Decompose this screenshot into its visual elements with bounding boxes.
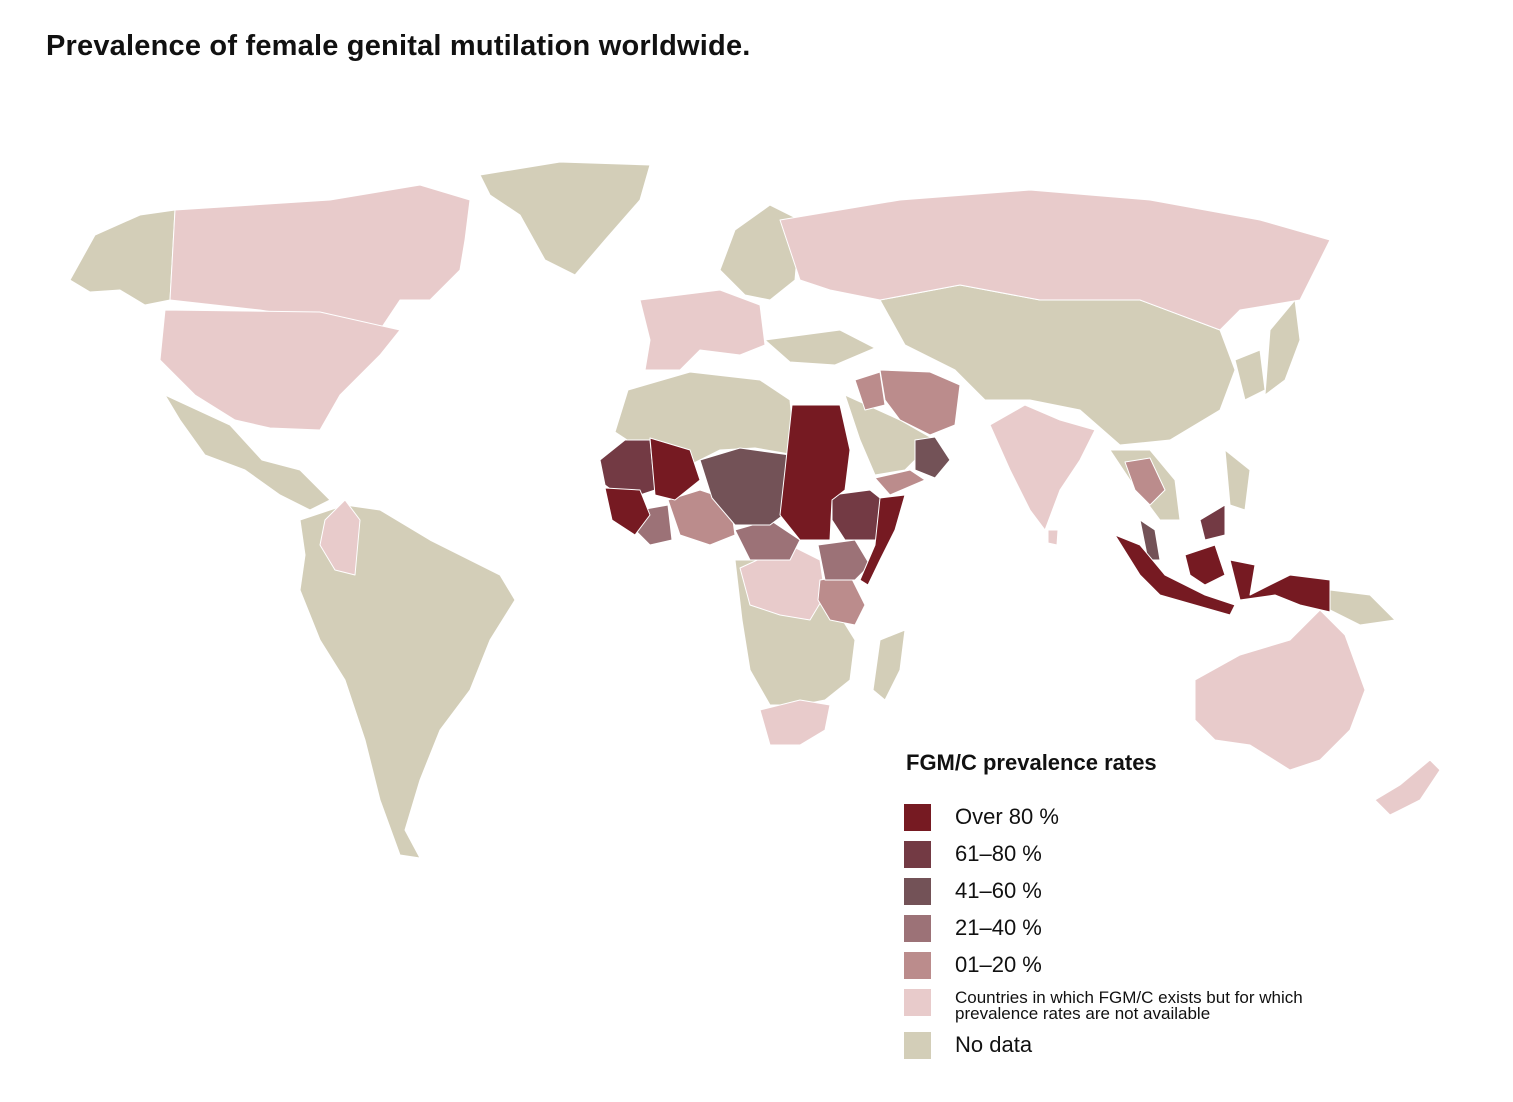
indonesia-borneo-south bbox=[1184, 544, 1226, 586]
legend-swatch bbox=[904, 915, 931, 942]
philippines bbox=[1224, 449, 1251, 511]
usa bbox=[159, 309, 401, 431]
legend-title: FGM/C prevalence rates bbox=[906, 750, 1157, 775]
legend-item-61-80: 61–80 % bbox=[904, 841, 1464, 868]
malaysia-peninsula bbox=[1139, 519, 1161, 561]
colombia bbox=[319, 499, 361, 576]
legend-label: No data bbox=[955, 1032, 1033, 1057]
legend-item-41-60: 41–60 % bbox=[904, 878, 1464, 905]
map-legend: FGM/C prevalence rates Over 80 % 61–80 %… bbox=[904, 750, 1464, 1069]
south-america bbox=[299, 504, 516, 859]
canada bbox=[169, 184, 471, 331]
legend-label: 41–60 % bbox=[955, 878, 1042, 903]
legend-swatch bbox=[904, 1032, 931, 1059]
indonesia-sulawesi-papua bbox=[1229, 559, 1331, 613]
range-over-80-regions bbox=[604, 404, 1331, 616]
sri-lanka bbox=[1047, 529, 1059, 546]
legend-item-01-20: 01–20 % bbox=[904, 952, 1464, 979]
borneo-north bbox=[1199, 504, 1226, 541]
iran bbox=[879, 369, 961, 436]
japan bbox=[1264, 299, 1301, 396]
legend-swatch bbox=[904, 841, 931, 868]
legend-swatch bbox=[904, 804, 931, 831]
madagascar bbox=[872, 629, 906, 701]
legend-item-exists-no-rate: Countries in which FGM/C exists but for … bbox=[904, 989, 1464, 1022]
legend-label: 21–40 % bbox=[955, 915, 1042, 940]
legend-item-21-40: 21–40 % bbox=[904, 915, 1464, 942]
mexico-central-america bbox=[164, 394, 331, 511]
kenya-uganda bbox=[817, 539, 871, 581]
turkey-europe-east bbox=[764, 329, 876, 366]
legend-swatch bbox=[904, 989, 931, 1016]
legend-label: Over 80 % bbox=[955, 804, 1059, 829]
niger-chad bbox=[699, 447, 791, 526]
south-africa bbox=[759, 699, 831, 746]
legend-label: 01–20 % bbox=[955, 952, 1042, 977]
greenland bbox=[479, 161, 651, 276]
somalia-djibouti-eritrea bbox=[859, 494, 906, 586]
iraq bbox=[854, 371, 886, 411]
mongolia-korea bbox=[1234, 349, 1266, 401]
range-41-60-regions bbox=[699, 436, 1161, 561]
western-europe bbox=[639, 289, 766, 371]
range-01-20-regions bbox=[667, 369, 1166, 626]
legend-item-no-data: No data bbox=[904, 1032, 1464, 1059]
legend-swatch bbox=[904, 952, 931, 979]
australia bbox=[1194, 609, 1366, 771]
indonesia-sumatra-java bbox=[1114, 534, 1236, 616]
yemen bbox=[914, 436, 951, 479]
no-rate-regions bbox=[159, 184, 1441, 816]
russia bbox=[779, 189, 1331, 331]
legend-swatch bbox=[904, 878, 931, 905]
papua bbox=[1329, 589, 1396, 626]
thailand bbox=[1124, 457, 1166, 506]
india bbox=[989, 404, 1096, 531]
alaska bbox=[69, 209, 176, 306]
egypt-sudan bbox=[779, 404, 851, 541]
legend-label: Countries in which FGM/C exists but for … bbox=[955, 988, 1303, 1023]
guinea-sierra-leone bbox=[604, 487, 651, 536]
oman-uae-yemen-south bbox=[874, 469, 926, 496]
legend-label: 61–80 % bbox=[955, 841, 1042, 866]
new-zealand bbox=[1374, 759, 1441, 816]
legend-item-over-80: Over 80 % bbox=[904, 804, 1464, 831]
mali bbox=[649, 437, 701, 501]
map-title: Prevalence of female genital mutilation … bbox=[46, 30, 751, 62]
